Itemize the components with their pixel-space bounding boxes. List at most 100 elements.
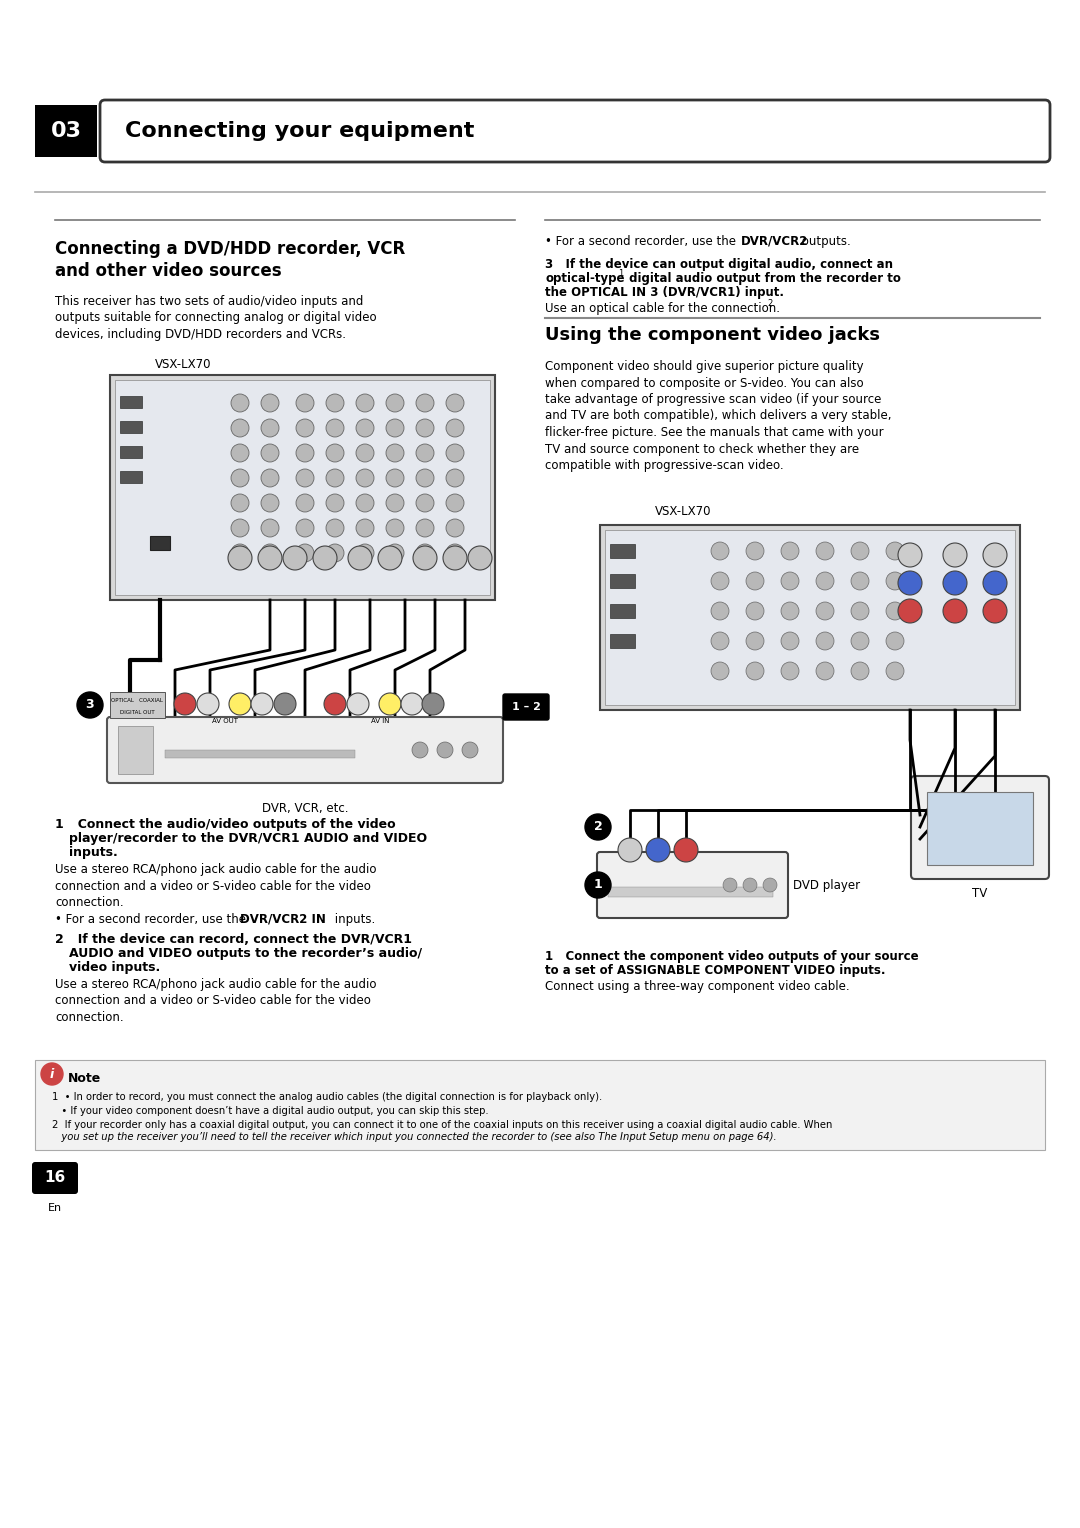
Circle shape xyxy=(356,520,374,536)
Circle shape xyxy=(983,599,1007,623)
Circle shape xyxy=(816,602,834,620)
Circle shape xyxy=(446,520,464,536)
Bar xyxy=(120,446,141,458)
Text: 1  • In order to record, you must connect the analog audio cables (the digital c: 1 • In order to record, you must connect… xyxy=(52,1093,603,1102)
Circle shape xyxy=(326,394,345,413)
Circle shape xyxy=(258,545,282,570)
Circle shape xyxy=(897,571,922,594)
Circle shape xyxy=(897,542,922,567)
Circle shape xyxy=(416,469,434,487)
Text: Connect using a three-way component video cable.: Connect using a three-way component vide… xyxy=(545,979,850,993)
Circle shape xyxy=(886,633,904,649)
Circle shape xyxy=(296,469,314,487)
Text: • For a second recorder, use the: • For a second recorder, use the xyxy=(545,235,740,248)
Circle shape xyxy=(816,662,834,680)
Circle shape xyxy=(228,545,252,570)
Circle shape xyxy=(983,571,1007,594)
Bar xyxy=(35,1060,1045,1151)
Circle shape xyxy=(413,545,437,570)
Circle shape xyxy=(229,694,251,715)
Text: 1: 1 xyxy=(618,269,623,278)
Text: Note: Note xyxy=(68,1073,102,1085)
FancyBboxPatch shape xyxy=(597,853,788,918)
Text: 3   If the device can output digital audio, connect an: 3 If the device can output digital audio… xyxy=(545,258,893,270)
Text: OPTICAL   COAXIAL: OPTICAL COAXIAL xyxy=(111,698,163,703)
Text: optical-type: optical-type xyxy=(545,272,624,286)
Circle shape xyxy=(386,394,404,413)
Circle shape xyxy=(781,633,799,649)
Text: 16: 16 xyxy=(44,1170,66,1186)
Text: video inputs.: video inputs. xyxy=(69,961,160,973)
Text: inputs.: inputs. xyxy=(330,914,375,926)
Circle shape xyxy=(386,520,404,536)
Circle shape xyxy=(446,544,464,562)
Circle shape xyxy=(231,469,249,487)
Circle shape xyxy=(585,814,611,840)
Text: i: i xyxy=(50,1068,54,1080)
Text: 3: 3 xyxy=(85,698,94,712)
Text: Use a stereo RCA/phono jack audio cable for the audio
connection and a video or : Use a stereo RCA/phono jack audio cable … xyxy=(55,863,377,909)
Text: player/recorder to the DVR/VCR1 AUDIO and VIDEO: player/recorder to the DVR/VCR1 AUDIO an… xyxy=(69,833,427,845)
FancyBboxPatch shape xyxy=(107,717,503,782)
Text: AV IN: AV IN xyxy=(370,718,389,724)
Circle shape xyxy=(446,469,464,487)
Circle shape xyxy=(781,542,799,559)
Circle shape xyxy=(886,571,904,590)
Circle shape xyxy=(746,633,764,649)
Text: 1 – 2: 1 – 2 xyxy=(512,701,540,712)
Circle shape xyxy=(446,445,464,461)
Circle shape xyxy=(386,469,404,487)
Circle shape xyxy=(746,571,764,590)
Text: Component video should give superior picture quality
when compared to composite : Component video should give superior pic… xyxy=(545,361,891,472)
Circle shape xyxy=(274,694,296,715)
Circle shape xyxy=(386,494,404,512)
Circle shape xyxy=(324,694,346,715)
Text: • For a second recorder, use the: • For a second recorder, use the xyxy=(55,914,249,926)
Circle shape xyxy=(77,692,103,718)
Circle shape xyxy=(231,445,249,461)
Circle shape xyxy=(347,694,369,715)
Circle shape xyxy=(781,662,799,680)
Text: digital audio output from the recorder to: digital audio output from the recorder t… xyxy=(625,272,901,286)
Circle shape xyxy=(816,571,834,590)
Circle shape xyxy=(746,662,764,680)
Text: • If your video component doesn’t have a digital audio output, you can skip this: • If your video component doesn’t have a… xyxy=(52,1106,488,1115)
Circle shape xyxy=(296,445,314,461)
Text: If the device can record, connect the DVR/VCR1: If the device can record, connect the DV… xyxy=(69,934,411,946)
Circle shape xyxy=(197,694,219,715)
Circle shape xyxy=(851,542,869,559)
Circle shape xyxy=(231,544,249,562)
Circle shape xyxy=(943,571,967,594)
Circle shape xyxy=(231,419,249,437)
Text: DVD player: DVD player xyxy=(793,879,860,891)
FancyBboxPatch shape xyxy=(503,694,549,720)
Circle shape xyxy=(416,520,434,536)
Text: DIGITAL OUT: DIGITAL OUT xyxy=(120,711,154,715)
Circle shape xyxy=(296,419,314,437)
Circle shape xyxy=(261,520,279,536)
Text: 2  If your recorder only has a coaxial digital output, you can connect it to one: 2 If your recorder only has a coaxial di… xyxy=(52,1120,833,1131)
Circle shape xyxy=(261,394,279,413)
Text: DVR, VCR, etc.: DVR, VCR, etc. xyxy=(261,802,348,814)
Bar xyxy=(110,374,495,601)
Text: AUDIO and VIDEO outputs to the recorder’s audio/: AUDIO and VIDEO outputs to the recorder’… xyxy=(69,947,422,960)
Circle shape xyxy=(851,602,869,620)
Circle shape xyxy=(261,469,279,487)
Circle shape xyxy=(326,494,345,512)
Circle shape xyxy=(851,571,869,590)
Circle shape xyxy=(437,743,453,758)
Text: 2: 2 xyxy=(767,299,772,309)
Circle shape xyxy=(711,633,729,649)
Circle shape xyxy=(443,545,467,570)
Text: Using the component video jacks: Using the component video jacks xyxy=(545,325,880,344)
Circle shape xyxy=(326,469,345,487)
FancyBboxPatch shape xyxy=(100,99,1050,162)
Bar xyxy=(118,726,153,775)
Circle shape xyxy=(585,872,611,898)
Circle shape xyxy=(446,494,464,512)
FancyBboxPatch shape xyxy=(912,776,1049,879)
Text: DVR/VCR2: DVR/VCR2 xyxy=(741,235,808,248)
Circle shape xyxy=(231,494,249,512)
Circle shape xyxy=(816,542,834,559)
Circle shape xyxy=(326,419,345,437)
